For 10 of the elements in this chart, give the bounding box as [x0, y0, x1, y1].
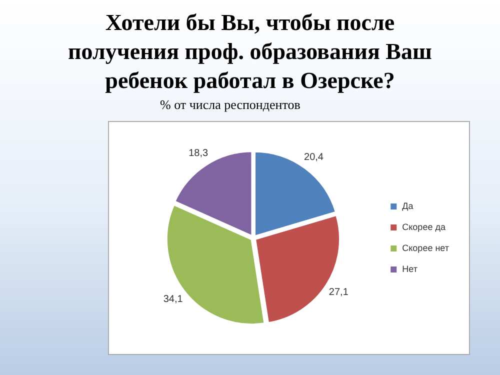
data-label: 18,3	[188, 148, 209, 160]
legend-label: Скорее нет	[402, 242, 449, 253]
legend-label: Нет	[402, 264, 418, 274]
data-label: 20,4	[304, 152, 324, 163]
data-label: 34,1	[163, 294, 184, 306]
chart-subtitle: % от числа респондентов	[160, 97, 300, 113]
legend-label: Да	[402, 200, 414, 211]
data-label: 27,1	[328, 286, 349, 298]
legend-label: Скорее да	[402, 222, 446, 232]
chart-title: Хотели бы Вы, чтобы после получения проф. образования Ваш ребенок работал в Озерске?	[67, 9, 433, 95]
